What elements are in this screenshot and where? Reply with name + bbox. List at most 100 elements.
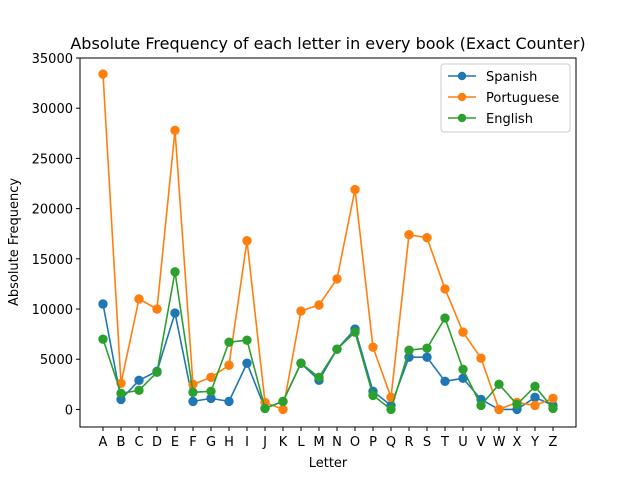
data-point <box>188 387 198 398</box>
y-tick-label: 25000 <box>32 152 73 167</box>
data-point <box>152 367 162 377</box>
data-point <box>422 233 432 243</box>
y-tick-label: 0 <box>65 403 73 418</box>
data-point <box>368 342 378 352</box>
data-point <box>476 353 486 363</box>
x-tick-label: A <box>99 435 108 450</box>
data-point <box>422 343 432 353</box>
data-point <box>134 385 144 396</box>
x-tick-label: E <box>171 435 179 450</box>
legend-swatch-marker <box>457 92 467 102</box>
data-point <box>170 267 180 277</box>
data-point <box>530 392 540 403</box>
data-point <box>170 308 180 318</box>
y-tick-label: 35000 <box>32 52 73 67</box>
data-point <box>476 400 486 411</box>
x-tick-label: V <box>477 435 486 450</box>
data-point <box>98 299 108 309</box>
data-point <box>134 375 144 386</box>
series-line <box>102 303 554 411</box>
x-tick-label: D <box>152 435 162 450</box>
x-tick-label: K <box>279 435 288 450</box>
x-tick-label: J <box>262 435 267 450</box>
data-point <box>548 403 558 414</box>
y-tick-label: 15000 <box>32 253 73 268</box>
data-point <box>242 236 252 246</box>
data-point <box>494 379 504 390</box>
axes-frame <box>79 57 577 428</box>
y-tick-label: 10000 <box>32 303 73 318</box>
legend-swatch-marker <box>457 71 467 81</box>
data-point <box>242 358 252 368</box>
legend-label: Spanish <box>486 70 537 85</box>
y-tick-label: 20000 <box>32 203 73 218</box>
data-point <box>350 184 360 195</box>
data-point <box>260 403 270 414</box>
data-point <box>512 399 522 410</box>
x-tick-label: C <box>134 435 143 450</box>
y-tick-label: 30000 <box>32 102 73 117</box>
x-tick-label: N <box>332 435 342 450</box>
data-point <box>350 327 360 337</box>
legend-frame <box>440 63 571 133</box>
data-point <box>440 313 450 323</box>
x-tick-label: I <box>245 435 249 450</box>
x-axis-title: Letter <box>309 456 348 471</box>
x-tick-label: M <box>313 435 324 450</box>
data-point <box>278 404 288 415</box>
data-point <box>422 352 432 362</box>
x-tick-label: L <box>297 435 305 450</box>
x-tick-label: X <box>513 435 522 450</box>
x-tick-label: U <box>458 435 468 450</box>
x-tick-label: Y <box>530 435 539 450</box>
x-tick-label: G <box>206 435 216 450</box>
data-point <box>224 360 234 370</box>
data-point <box>224 337 234 347</box>
data-point <box>386 404 396 415</box>
chart-title: Absolute Frequency of each letter in eve… <box>70 34 585 53</box>
data-point <box>404 230 414 240</box>
data-point <box>332 344 342 354</box>
data-point <box>548 393 558 404</box>
x-tick-label: P <box>369 435 377 450</box>
data-point <box>314 372 324 382</box>
data-point <box>296 358 306 368</box>
data-point <box>440 376 450 387</box>
data-point <box>170 125 180 135</box>
data-point <box>134 294 144 304</box>
data-point <box>188 396 198 407</box>
data-point <box>224 396 234 407</box>
y-axis-title: Absolute Frequency <box>7 178 22 306</box>
legend-label: Portuguese <box>486 91 559 106</box>
x-tick-label: Q <box>386 435 396 450</box>
data-point <box>458 327 468 337</box>
data-point <box>206 372 216 382</box>
x-tick-label: W <box>493 435 506 450</box>
data-point <box>98 334 108 344</box>
legend-swatch-marker <box>457 113 467 123</box>
data-point <box>296 306 306 316</box>
data-point <box>278 396 288 407</box>
legend: Spanish Portuguese English <box>440 63 571 133</box>
data-point <box>152 304 162 314</box>
series-portuguese <box>98 69 558 415</box>
legend-label: English <box>486 112 533 127</box>
data-point <box>206 386 216 397</box>
x-tick-label: Z <box>549 435 558 450</box>
data-point <box>332 274 342 284</box>
x-tick-label: S <box>423 435 431 450</box>
x-tick-label: F <box>189 435 196 450</box>
data-point <box>494 404 504 415</box>
y-axis: 0 5000 10000 15000 20000 25000 30000 35000 <box>32 52 80 418</box>
series-line <box>102 271 554 411</box>
x-tick-label: T <box>440 435 449 450</box>
data-point <box>98 69 108 79</box>
data-point <box>530 381 540 392</box>
data-point <box>404 345 414 355</box>
x-tick-label: R <box>404 435 413 450</box>
plot-area <box>98 69 558 415</box>
y-tick-label: 5000 <box>40 353 73 368</box>
series-line <box>102 74 554 411</box>
data-point <box>458 364 468 374</box>
